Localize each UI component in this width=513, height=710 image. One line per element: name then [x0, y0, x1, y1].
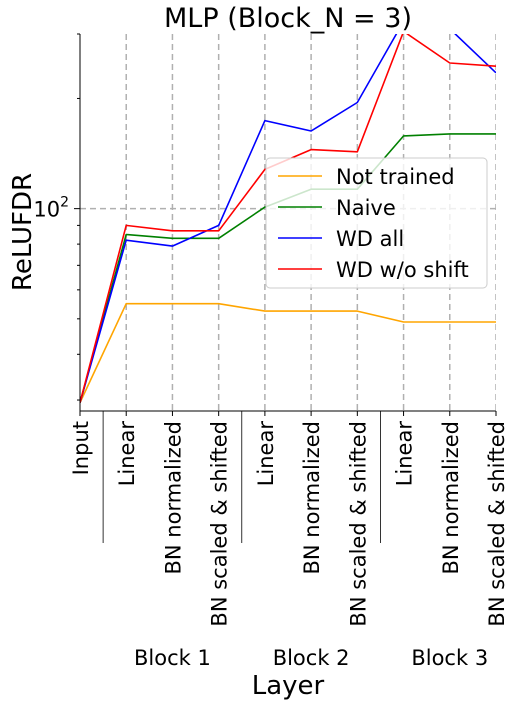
- y-tick-label: 102: [33, 195, 69, 222]
- x-tick-label: BN normalized: [439, 421, 463, 574]
- legend-label: Not trained: [336, 165, 455, 189]
- x-tick-label: Linear: [254, 421, 278, 487]
- series-line: [80, 34, 496, 403]
- x-axis-label: Layer: [252, 671, 325, 701]
- legend-label: WD w/o shift: [336, 258, 469, 282]
- chart-title: MLP (Block_N = 3): [164, 3, 412, 34]
- axes: Input Linear BN normalized BN scaled & shif…: [33, 33, 509, 670]
- group-label: Block 3: [411, 646, 488, 670]
- grid: [80, 34, 496, 411]
- x-tick-label: BN scaled & shifted: [485, 421, 509, 627]
- legend-label: Naive: [336, 196, 396, 220]
- group-label: Block 1: [134, 646, 211, 670]
- legend-box: [265, 157, 488, 289]
- legend-label: WD all: [336, 227, 404, 251]
- x-tick-label: Input: [69, 421, 93, 475]
- x-tick-label: BN normalized: [161, 421, 185, 574]
- x-tick-label: Linear: [393, 421, 417, 487]
- legend: Not trained Naive WD all WD w/o shift: [265, 157, 488, 289]
- series-line: [80, 302, 496, 404]
- x-tick-label: BN scaled & shifted: [346, 421, 370, 627]
- group-label: Block 2: [273, 646, 350, 670]
- x-tick-label: Linear: [115, 421, 139, 487]
- x-tick-label: BN normalized: [300, 421, 324, 574]
- x-tick-label: BN scaled & shifted: [208, 421, 232, 627]
- y-axis-label: ReLUFDR: [8, 173, 38, 291]
